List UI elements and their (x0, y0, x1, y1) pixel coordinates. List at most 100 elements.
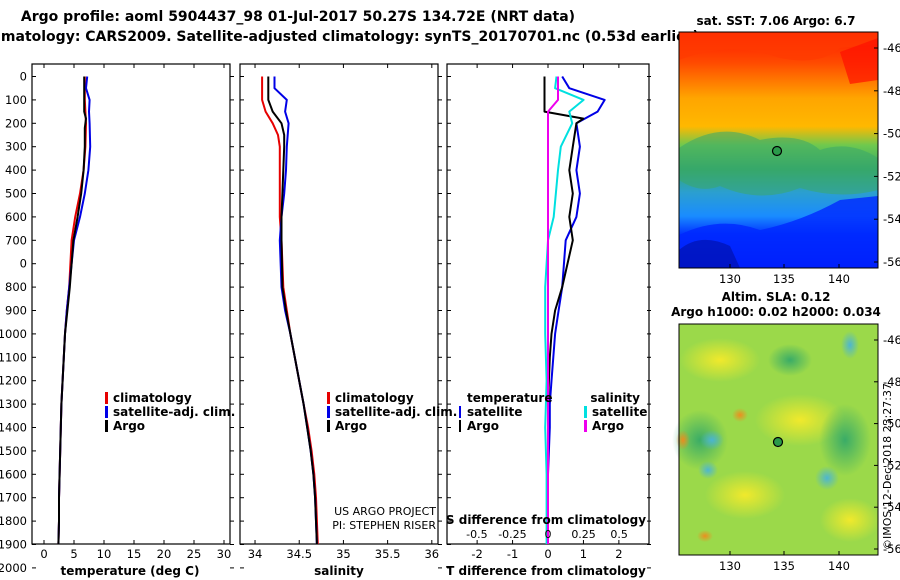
depth-tick-label: 1000 (0, 327, 27, 341)
temperature-xlabel: temperature (deg C) (61, 564, 200, 578)
sla-map-ytick-label: -56 (883, 542, 900, 556)
depth-axis: 0100200300400500600700080090010001100120… (0, 70, 651, 575)
series-climatology (57, 76, 87, 544)
salinity-x-axis: 34 34.5 35 35.5 36 (248, 64, 439, 561)
sst-map-ytick-label: -50 (883, 127, 900, 141)
salinity-panel-frame (239, 63, 439, 545)
s-difference-tick-label: 0.5 (610, 528, 628, 541)
salinity-x-tick-label: 36 (424, 547, 439, 561)
depth-tick-label: 1900 (0, 538, 27, 552)
sst-map-ytick-label: -46 (883, 41, 900, 55)
legend-s-satellite: satellite (592, 405, 647, 419)
legend-t-argo: Argo (467, 419, 499, 433)
difference-panel: -2 -1 0 1 2 T difference from climatology S … (446, 63, 650, 578)
temperature-x-tick-label: 0 (40, 547, 47, 561)
series-climatology (261, 76, 319, 544)
temperature-x-tick-label: 5 (70, 547, 77, 561)
depth-tick-label: 1800 (0, 514, 27, 528)
series-temperature-satellite (547, 75, 606, 544)
sla-map-axes: -46 -48 -50 -52 -54 -56 130 135 140 (719, 333, 900, 573)
legend-s-argo: Argo (592, 419, 624, 433)
series-argo (57, 76, 87, 544)
legend-sal-satellite: satellite-adj. clim. (335, 405, 457, 419)
imos-timestamp: ©IMOS 12-Dec-2018 23:27:37 (881, 383, 894, 550)
series-argo (267, 76, 318, 544)
salinity-x-tick-label: 35.5 (375, 547, 401, 561)
series-salinity-argo (547, 76, 559, 544)
legend-salinity-title: salinity (590, 391, 640, 405)
sst-argo-location-marker (771, 145, 783, 157)
depth-tick-label: 1400 (0, 421, 27, 435)
legend-swatch-satellite (327, 406, 330, 418)
depth-tick-label: 900 (5, 304, 27, 318)
temperature-panel: 0100200300400500600700080090010001100120… (0, 63, 651, 578)
difference-series (543, 75, 606, 544)
sla-map-title2: Argo h1000: 0.02 h2000: 0.034 (671, 305, 881, 319)
salinity-x-tick-label: 35 (336, 547, 351, 561)
legend-temperature-title: temperature (467, 391, 552, 405)
depth-tick-label: 1100 (0, 350, 27, 364)
difference-x-tick-label: -1 (507, 547, 518, 561)
temperature-x-axis: 0 5 10 15 20 25 30 (40, 64, 231, 561)
temperature-x-tick-label: 30 (217, 547, 232, 561)
temperature-panel-frame (31, 63, 231, 545)
difference-x-tick-label: 1 (580, 547, 587, 561)
legend-temp-satellite: satellite-adj. clim. (113, 405, 235, 419)
sla-map-ytick-label: -48 (883, 375, 900, 389)
figure-title-line2: Climatology: CARS2009. Satellite-adjuste… (0, 29, 699, 45)
depth-tick-label: 300 (5, 140, 27, 154)
series-salinity-satellite (544, 76, 585, 544)
sst-map-ytick-label: -48 (883, 84, 900, 98)
depth-tick-label: 1600 (0, 467, 27, 481)
depth-tick-label: 200 (5, 116, 27, 130)
legend-swatch-satellite (105, 406, 108, 418)
s-difference-label: S difference from climatology (446, 513, 646, 527)
salinity-legend: climatology satellite-adj. clim. Argo (327, 391, 457, 433)
s-difference-tick-label: -0.25 (498, 528, 526, 541)
sla-map-xtick-label: 140 (828, 559, 850, 573)
difference-x-tick-label: 2 (615, 547, 622, 561)
sst-map-ytick-label: -56 (883, 255, 900, 269)
depth-tick-label: 1300 (0, 397, 27, 411)
depth-tick-label: 400 (5, 163, 27, 177)
depth-tick-label: 600 (5, 210, 27, 224)
depth-tick-label: 700 (5, 233, 27, 247)
temperature-x-tick-label: 10 (97, 547, 112, 561)
sst-map-ytick-label: -52 (883, 169, 900, 183)
legend-swatch-climatology (105, 392, 108, 404)
depth-tick-label: 500 (5, 187, 27, 201)
legend-temp-climatology: climatology (113, 391, 192, 405)
sla-map-ytick-label: -46 (883, 333, 900, 347)
series-satellite-adj-clim- (273, 76, 318, 544)
s-difference-tick-label: 0 (545, 528, 552, 541)
s-difference-tick-label: 0.25 (571, 528, 596, 541)
salinity-panel: 34 34.5 35 35.5 36 salinity climatology sate… (239, 63, 457, 578)
series-temperature-argo (543, 76, 585, 544)
salinity-xlabel: salinity (314, 564, 364, 578)
sst-map-xtick-label: 140 (828, 272, 850, 286)
sst-map-ytick-label: -54 (883, 212, 900, 226)
sla-map-ytick-label: -54 (883, 500, 900, 514)
sla-map-xtick-label: 130 (719, 559, 741, 573)
sla-map-ytick-label: -50 (883, 417, 900, 431)
s-difference-axis: -0.5 -0.25 0 0.25 0.5 (466, 528, 628, 541)
legend-swatch-climatology (327, 392, 330, 404)
depth-tick-label: 0 (20, 257, 27, 271)
legend-swatch-t-argo (459, 420, 461, 432)
difference-x-tick-label: -2 (471, 547, 482, 561)
depth-tick-label: 100 (5, 93, 27, 107)
legend-swatch-argo (327, 420, 330, 432)
depth-tick-label: 800 (5, 280, 27, 294)
credit-project: US ARGO PROJECT (334, 505, 436, 518)
temperature-x-tick-label: 25 (187, 547, 202, 561)
sst-map-xtick-label: 130 (719, 272, 741, 286)
sst-map-axes: -46 -48 -50 -52 -54 -56 130 135 140 (719, 41, 900, 286)
legend-t-satellite: satellite (467, 405, 522, 419)
credit-pi: PI: STEPHEN RISER (332, 519, 436, 532)
sla-map-ytick-label: -52 (883, 458, 900, 472)
sla-map-panel: Altim. SLA: 0.12 Argo h1000: 0.02 h2000:… (671, 290, 900, 573)
difference-xlabel: T difference from climatology (446, 564, 646, 578)
salinity-x-tick-label: 34 (248, 547, 263, 561)
salinity-x-tick-label: 34.5 (286, 547, 312, 561)
